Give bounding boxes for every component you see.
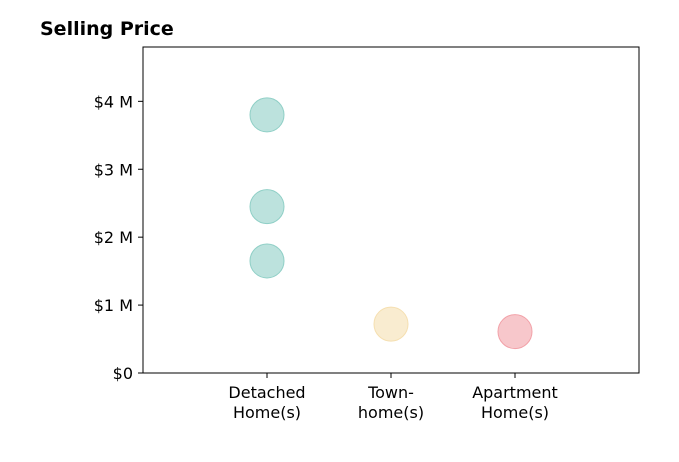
x-tick-label: Apartment Home(s): [472, 383, 558, 422]
data-points: [249, 97, 533, 350]
y-axis: $0 $1 M $2 M $3 M $4 M: [94, 92, 143, 383]
y-tick-label: $4 M: [94, 92, 133, 111]
x-axis: Detached Home(s) Town-home(s) Apartment Home…: [228, 373, 558, 422]
y-tick-label: $1 M: [94, 296, 133, 315]
y-tick-label: $0: [113, 364, 133, 383]
chart-title: Selling Price: [40, 18, 174, 40]
data-point: [497, 314, 533, 350]
data-point: [249, 243, 285, 279]
data-point: [249, 97, 285, 133]
y-tick-label: $3 M: [94, 160, 133, 179]
data-point: [373, 306, 409, 342]
data-point: [249, 189, 285, 225]
y-tick-label: $2 M: [94, 228, 133, 247]
x-tick-label: Detached Home(s): [228, 383, 305, 422]
x-tick-label: Town-home(s): [358, 383, 424, 422]
